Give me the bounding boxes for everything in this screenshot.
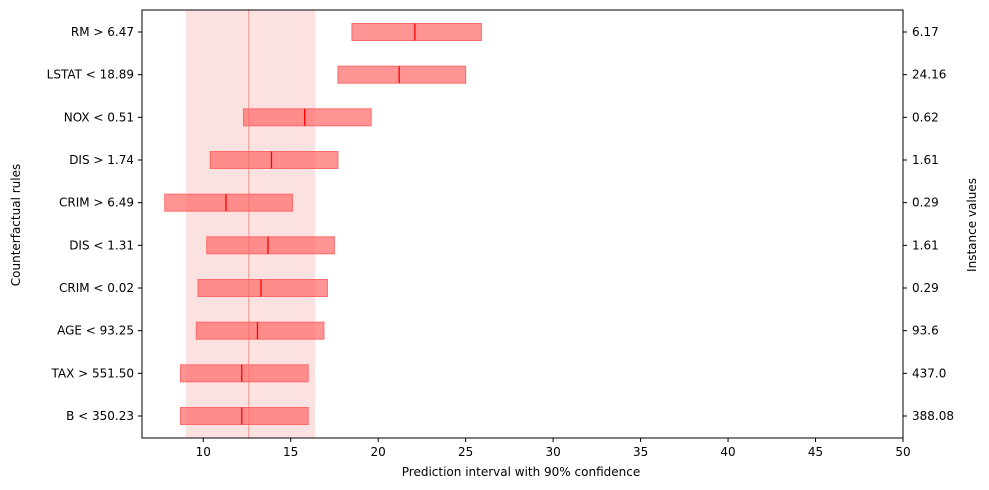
instance-value-label: 388.08 — [912, 409, 954, 423]
x-tick-label: 45 — [808, 445, 823, 459]
rule-label: DIS < 1.31 — [69, 238, 134, 252]
instance-value-label: 1.61 — [912, 238, 939, 252]
x-tick-label: 50 — [895, 445, 910, 459]
x-tick-label: 10 — [196, 445, 211, 459]
interval-bar — [195, 321, 325, 340]
instance-value-label: 6.17 — [912, 25, 939, 39]
rule-label: DIS > 1.74 — [69, 153, 134, 167]
instance-value-label: 0.29 — [912, 281, 939, 295]
interval-bar — [179, 407, 309, 425]
rule-label: AGE < 93.25 — [57, 324, 134, 338]
x-tick-label: 30 — [545, 445, 560, 459]
x-tick-label: 20 — [371, 445, 386, 459]
rule-label: NOX < 0.51 — [64, 110, 134, 124]
interval-bar — [209, 151, 339, 169]
instance-value-label: 1.61 — [912, 153, 939, 167]
rule-label: B < 350.23 — [66, 409, 134, 423]
interval-bar — [206, 236, 335, 255]
interval-bar — [337, 65, 467, 84]
instance-value-label: 24.16 — [912, 68, 946, 82]
interval-bar — [164, 193, 293, 212]
y-axis-label: Counterfactual rules — [9, 164, 23, 286]
interval-bar — [242, 108, 372, 127]
interval-bar — [197, 279, 328, 297]
rule-label: TAX > 551.50 — [51, 366, 135, 380]
instance-value-label: 93.6 — [912, 324, 939, 338]
x-tick-label: 15 — [283, 445, 298, 459]
instance-value-label: 0.29 — [912, 196, 939, 210]
x-axis-label: Prediction interval with 90% confidence — [402, 465, 640, 479]
rule-label: CRIM > 6.49 — [59, 196, 134, 210]
secondary-y-axis-label: Instance values — [965, 178, 979, 272]
plot-frame — [141, 9, 904, 439]
x-tick-label: 35 — [633, 445, 648, 459]
axes: RM > 6.47 6.17 LSTAT < 18.89 24.16 NOX < 0.5… — [47, 9, 954, 459]
instance-value-label: 437.0 — [912, 366, 946, 380]
rule-label: LSTAT < 18.89 — [47, 68, 134, 82]
interval-bar — [351, 23, 482, 41]
x-tick-label: 40 — [720, 445, 735, 459]
rule-label: RM > 6.47 — [71, 25, 134, 39]
x-tick-label: 25 — [458, 445, 473, 459]
instance-value-label: 0.62 — [912, 110, 939, 124]
interval-bar — [179, 364, 309, 383]
rule-label: CRIM < 0.02 — [59, 281, 134, 295]
plot-area — [164, 10, 482, 438]
